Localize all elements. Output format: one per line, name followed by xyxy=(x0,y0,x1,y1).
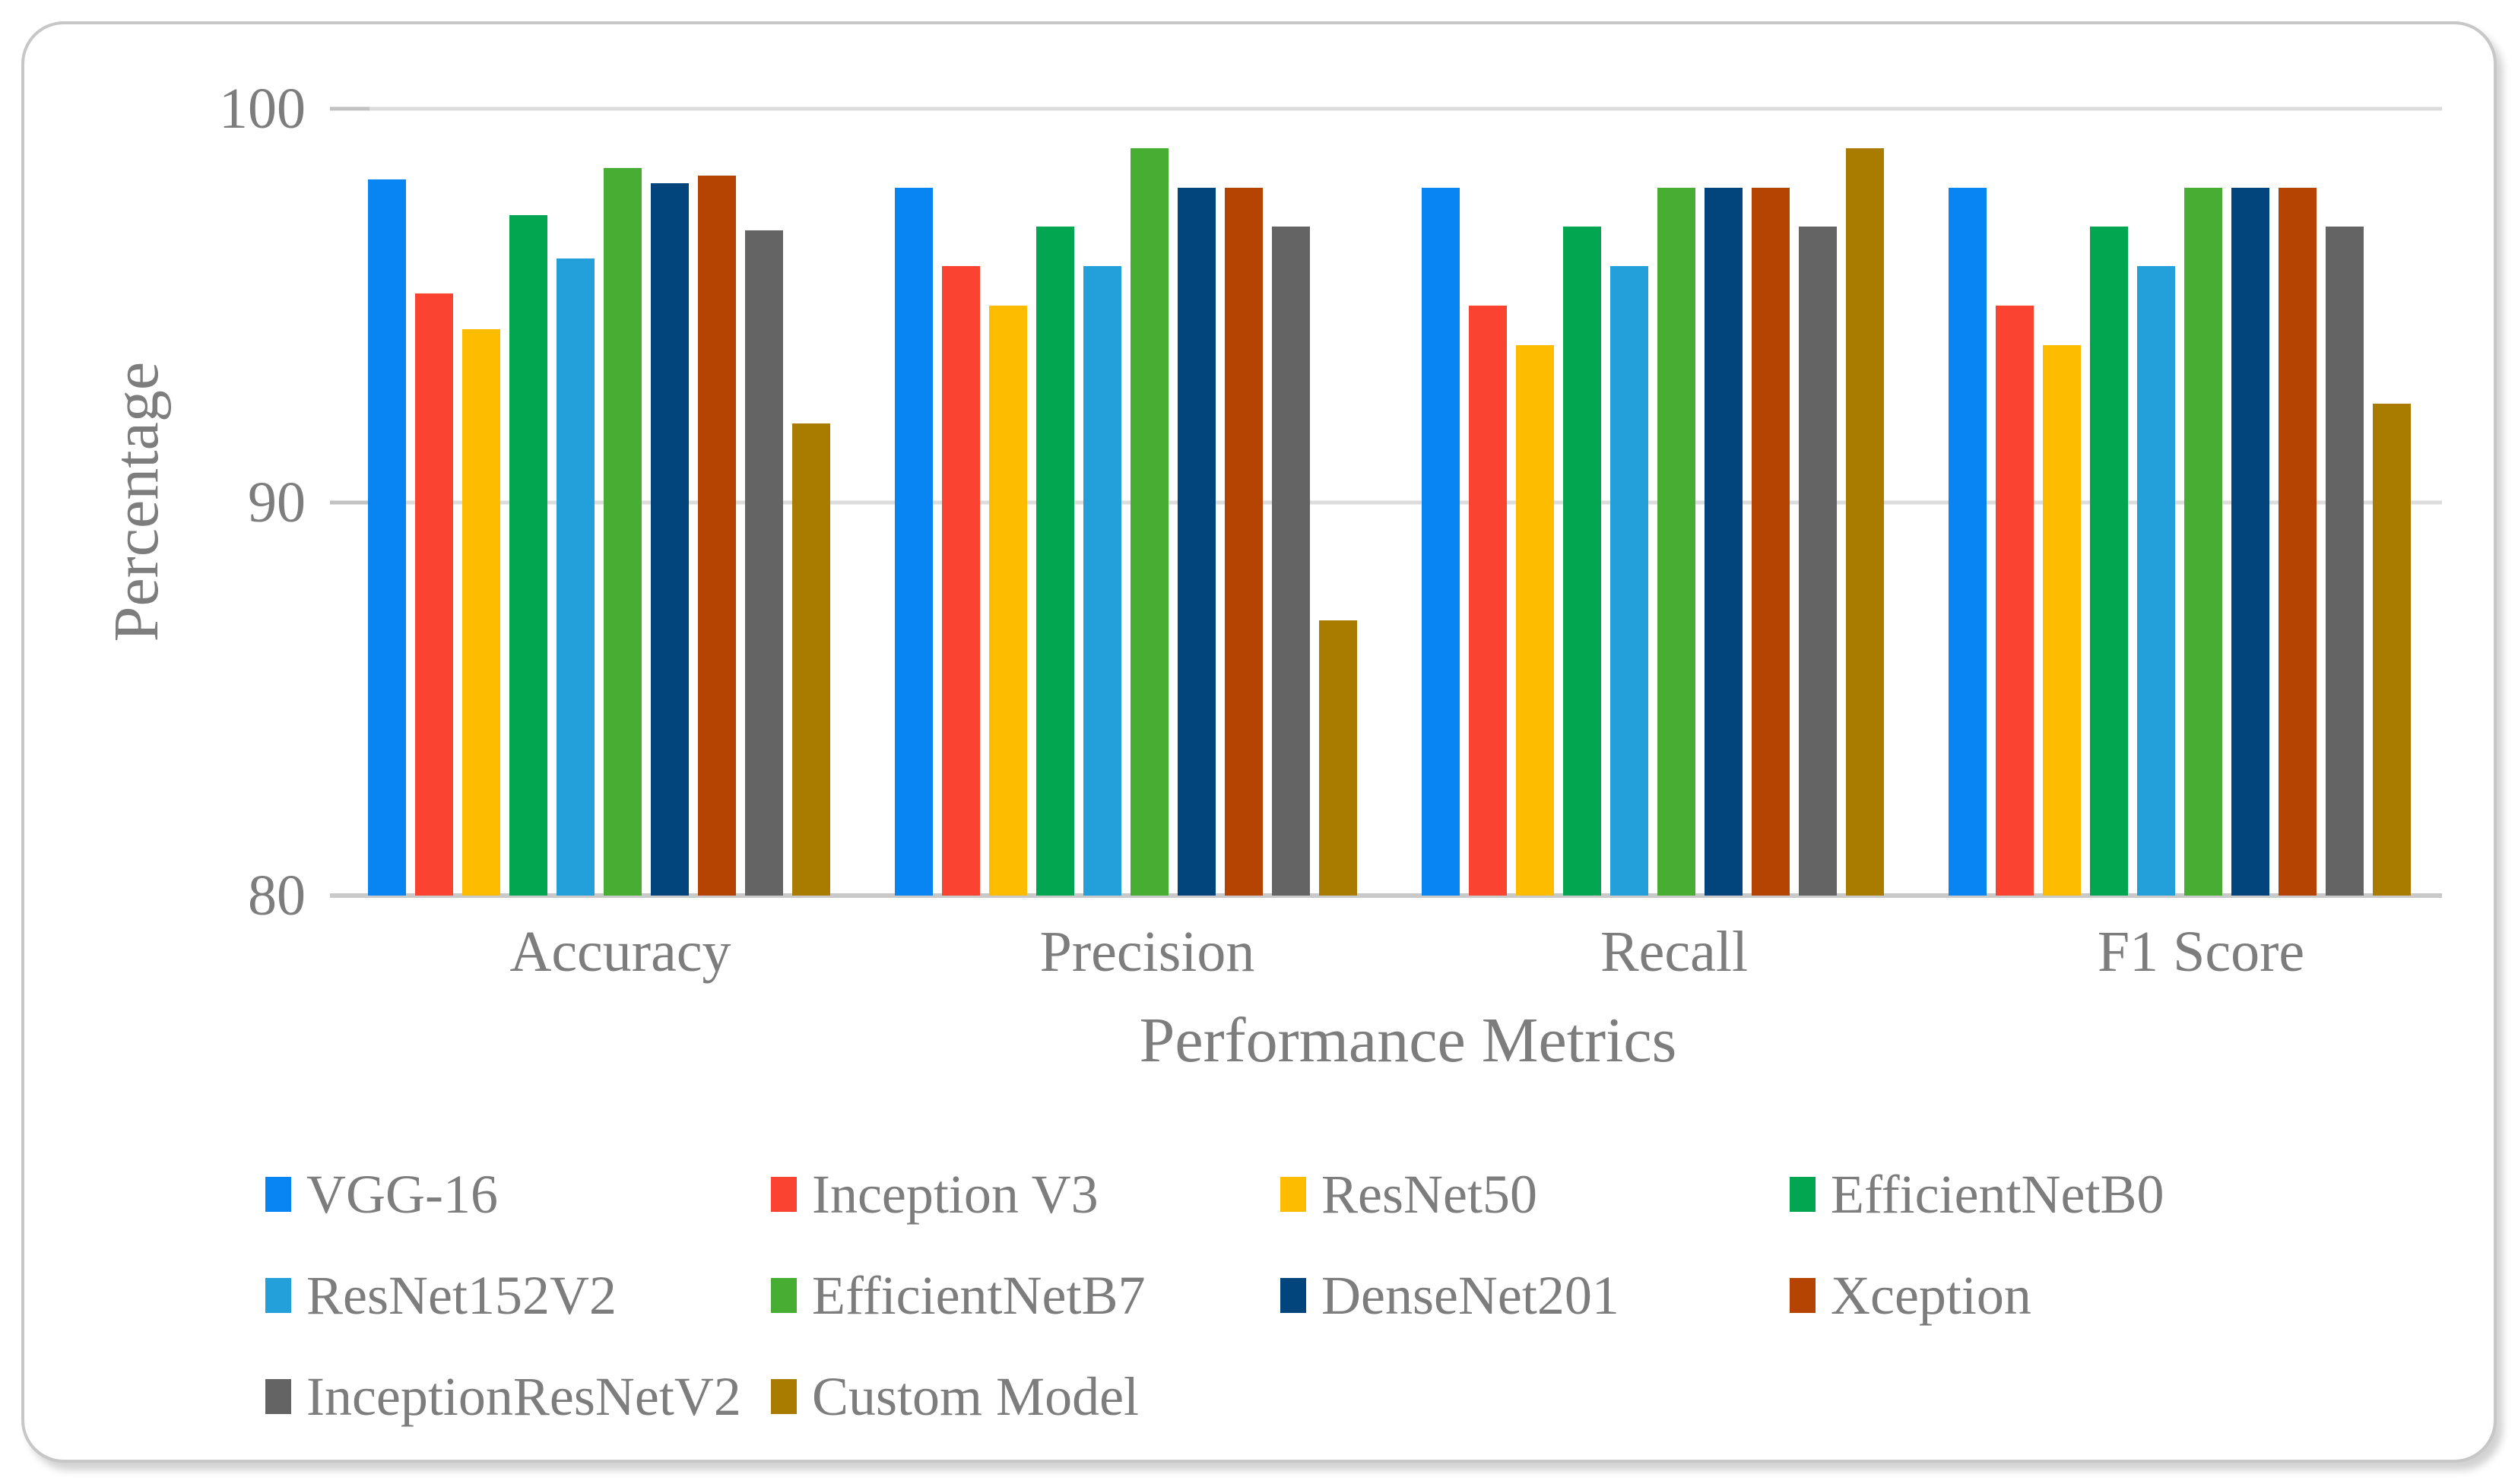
legend-item-inceptionresnetv2: InceptionResNetV2 xyxy=(265,1369,741,1424)
bar-inceptionresnetv2 xyxy=(745,230,783,896)
bar-vgg-16 xyxy=(1422,187,1460,896)
legend-swatch xyxy=(771,1278,797,1313)
legend-label: ResNet50 xyxy=(1321,1164,1537,1225)
legend-item-densenet201: DenseNet201 xyxy=(1280,1268,1619,1323)
bar-vgg-16 xyxy=(895,187,933,896)
legend-swatch xyxy=(1280,1177,1306,1212)
gridline xyxy=(330,500,2442,504)
bar-resnet50 xyxy=(989,305,1027,896)
legend: VGG-16 Inception V3 ResNet50 EfficientNetB0… xyxy=(24,24,2494,1460)
legend-item-vgg-16: VGG-16 xyxy=(265,1167,498,1222)
bar-xception xyxy=(1225,187,1263,896)
legend-label: ResNet152V2 xyxy=(306,1265,617,1326)
legend-label: Custom Model xyxy=(812,1366,1140,1427)
bar-resnet152v2 xyxy=(557,258,595,896)
bar-xception xyxy=(2279,187,2317,896)
legend-item-resnet50: ResNet50 xyxy=(1280,1167,1537,1222)
legend-swatch xyxy=(771,1177,797,1212)
legend-swatch xyxy=(1790,1278,1816,1313)
legend-swatch xyxy=(265,1177,291,1212)
y-tick-label: 100 xyxy=(219,77,306,141)
legend-label: EfficientNetB0 xyxy=(1831,1164,2164,1225)
bar-xception xyxy=(1752,187,1790,896)
legend-label: DenseNet201 xyxy=(1321,1265,1619,1326)
legend-label: Inception V3 xyxy=(812,1164,1099,1225)
legend-swatch xyxy=(771,1379,797,1414)
bar-vgg-16 xyxy=(1949,187,1987,896)
bar-densenet201 xyxy=(1178,187,1216,896)
bar-densenet201 xyxy=(651,183,689,896)
plot-area xyxy=(330,87,2442,898)
legend-swatch xyxy=(1790,1177,1816,1212)
bar-inceptionresnetv2 xyxy=(1272,227,1310,896)
bar-xception xyxy=(698,175,736,896)
bar-inception-v3 xyxy=(415,293,453,896)
bar-inception-v3 xyxy=(1469,305,1507,896)
bar-inceptionresnetv2 xyxy=(2326,227,2364,896)
legend-swatch xyxy=(265,1278,291,1313)
legend-label: VGG-16 xyxy=(306,1164,498,1225)
bar-resnet152v2 xyxy=(2137,266,2175,896)
bar-efficientnetb7 xyxy=(1131,147,1169,896)
bar-custom-model xyxy=(2373,404,2411,896)
bar-vgg-16 xyxy=(368,179,406,896)
bar-resnet152v2 xyxy=(1083,266,1121,896)
x-category-label: Precision xyxy=(1039,920,1255,984)
legend-label: Xception xyxy=(1831,1265,2031,1326)
bar-custom-model xyxy=(792,423,830,896)
chart-card: 100 90 80 Accuracy Precision Recall F1 Score … xyxy=(21,21,2497,1463)
x-axis-line xyxy=(330,893,2442,898)
x-category-label: F1 Score xyxy=(2097,920,2305,984)
legend-label: EfficientNetB7 xyxy=(812,1265,1146,1326)
y-tick-mark xyxy=(330,500,369,504)
y-tick-mark xyxy=(330,106,369,111)
bar-densenet201 xyxy=(1705,187,1743,896)
bar-custom-model xyxy=(1846,147,1884,896)
bar-group-f1-score xyxy=(1949,109,2411,896)
bar-custom-model xyxy=(1319,620,1357,896)
legend-item-efficientnetb7: EfficientNetB7 xyxy=(771,1268,1146,1323)
bar-series-area xyxy=(368,109,2412,896)
bar-efficientnetb0 xyxy=(509,214,547,896)
bar-densenet201 xyxy=(2231,187,2269,896)
legend-item-xception: Xception xyxy=(1790,1268,2031,1323)
x-category-label: Accuracy xyxy=(509,920,731,984)
legend-item-inception-v3: Inception V3 xyxy=(771,1167,1099,1222)
y-tick-label: 80 xyxy=(248,864,306,928)
bar-inceptionresnetv2 xyxy=(1799,227,1837,896)
legend-item-custom-model: Custom Model xyxy=(771,1369,1139,1424)
bar-resnet50 xyxy=(1516,344,1554,896)
bar-efficientnetb0 xyxy=(1036,227,1074,896)
gridline xyxy=(330,106,2442,111)
bar-resnet50 xyxy=(462,328,500,896)
x-category-label: Recall xyxy=(1600,920,1749,984)
bar-group-accuracy xyxy=(368,109,830,896)
legend-swatch xyxy=(265,1379,291,1414)
x-axis-title: Performance Metrics xyxy=(1139,1005,1677,1076)
bar-resnet152v2 xyxy=(1610,266,1648,896)
legend-item-efficientnetb0: EfficientNetB0 xyxy=(1790,1167,2164,1222)
bar-inception-v3 xyxy=(1996,305,2034,896)
bar-efficientnetb7 xyxy=(2184,187,2222,896)
legend-item-resnet152v2: ResNet152V2 xyxy=(265,1268,617,1323)
legend-label: InceptionResNetV2 xyxy=(306,1366,741,1427)
legend-swatch xyxy=(1280,1278,1306,1313)
bar-efficientnetb0 xyxy=(1563,227,1601,896)
bar-efficientnetb7 xyxy=(1657,187,1695,896)
bar-efficientnetb7 xyxy=(604,167,642,896)
y-tick-label: 90 xyxy=(248,470,306,534)
bar-group-precision xyxy=(895,109,1357,896)
bar-group-recall xyxy=(1422,109,1884,896)
bar-resnet50 xyxy=(2043,344,2081,896)
bar-inception-v3 xyxy=(942,266,980,896)
bar-efficientnetb0 xyxy=(2090,227,2128,896)
